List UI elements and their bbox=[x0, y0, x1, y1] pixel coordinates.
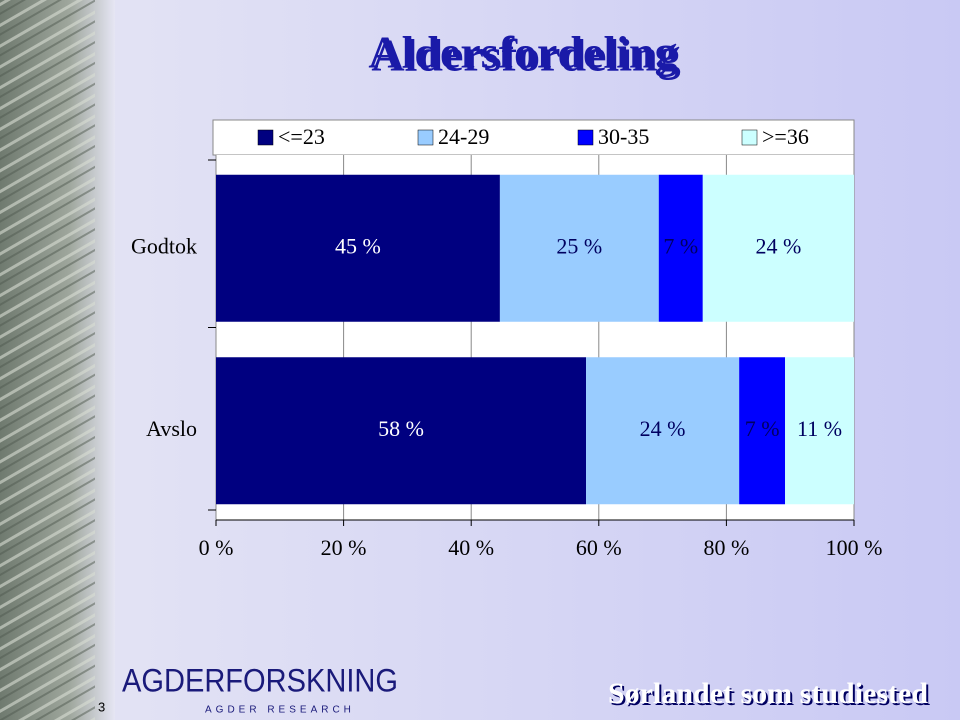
logo-sub: AGDER RESEARCH bbox=[205, 705, 355, 716]
bar-segment bbox=[658, 174, 703, 322]
legend-label: <=23 bbox=[278, 124, 325, 149]
x-tick-label: 80 % bbox=[703, 535, 749, 560]
page-number: 3 bbox=[98, 699, 105, 714]
value-label: 11 % bbox=[797, 416, 842, 441]
value-label: 7 % bbox=[745, 416, 780, 441]
x-tick-label: 20 % bbox=[321, 535, 367, 560]
legend-swatch bbox=[417, 129, 434, 146]
value-label: 24 % bbox=[640, 416, 686, 441]
x-tick-label: 60 % bbox=[576, 535, 622, 560]
value-label: 58 % bbox=[378, 416, 424, 441]
footer-shadow: Sørlandet som studiested bbox=[610, 679, 930, 712]
value-label: 24 % bbox=[755, 233, 801, 258]
value-label: 25 % bbox=[556, 233, 602, 258]
legend-label: 30-35 bbox=[598, 124, 649, 149]
bar-segment bbox=[739, 357, 786, 505]
legend-swatch bbox=[257, 129, 274, 146]
legend-swatch bbox=[741, 129, 758, 146]
category-label: Godtok bbox=[131, 233, 197, 258]
x-tick-label: 100 % bbox=[826, 535, 883, 560]
value-label: 7 % bbox=[663, 233, 698, 258]
bar-segment bbox=[586, 357, 740, 505]
x-tick-label: 40 % bbox=[448, 535, 494, 560]
value-label: 45 % bbox=[335, 233, 381, 258]
legend-label: >=36 bbox=[762, 124, 809, 149]
logo: AGDERFORSKNING bbox=[122, 662, 398, 698]
footer: Sørlandet som studiested bbox=[608, 677, 928, 710]
bar-segment bbox=[216, 357, 587, 505]
chart-title: Aldersfordeling bbox=[368, 27, 677, 78]
bar-segment bbox=[702, 174, 854, 322]
bar-segment bbox=[216, 174, 500, 322]
texture bbox=[0, 0, 95, 720]
x-tick-label: 0 % bbox=[199, 535, 234, 560]
category-label: Avslo bbox=[146, 416, 197, 441]
legend-swatch bbox=[577, 129, 594, 146]
bar-segment bbox=[785, 357, 854, 505]
bar-segment bbox=[499, 174, 659, 322]
title-shadow: Aldersfordeling bbox=[371, 30, 680, 81]
legend-label: 24-29 bbox=[438, 124, 489, 149]
